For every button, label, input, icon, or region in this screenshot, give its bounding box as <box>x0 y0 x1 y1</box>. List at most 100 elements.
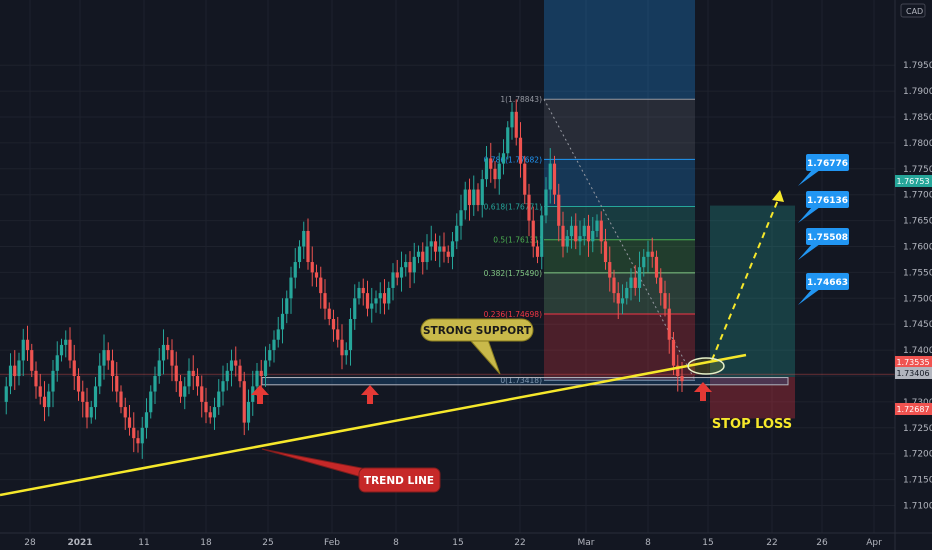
candle-body <box>297 246 302 263</box>
candle-body <box>319 277 323 294</box>
price-axis-badge-text: 1.72687 <box>896 405 929 414</box>
trend-callout-text: TREND LINE <box>364 475 434 487</box>
candle-body <box>81 391 85 402</box>
price-axis[interactable]: 1.71000 1.71500 1.72000 1.72500 1.73000 1.735… <box>894 0 932 550</box>
candle-body <box>659 277 663 294</box>
candle-body <box>629 277 633 288</box>
projection-arrow-head <box>772 190 784 202</box>
candle-body <box>110 360 115 376</box>
price-axis-badge <box>895 403 932 415</box>
target-callout-box <box>806 191 849 208</box>
target-callout-text: 1.76136 <box>807 196 848 206</box>
candle-body <box>476 189 480 206</box>
price-axis-badge <box>895 367 932 379</box>
candle-body <box>480 179 484 206</box>
candle-body <box>459 210 463 226</box>
candle-body <box>106 350 110 361</box>
support-bounce-arrow-icon <box>251 385 269 404</box>
candle-body <box>302 230 306 247</box>
fib-zone <box>544 239 695 273</box>
candle-body <box>548 163 552 190</box>
y-tick-label: 1.74500 <box>903 320 932 330</box>
fib-zone <box>544 206 695 240</box>
candle-body <box>280 313 285 330</box>
candle-body <box>625 287 629 299</box>
fib-zones: 1(1.78843) 0.786(1.77682) 0.618(1.76771) 0.… <box>0 0 895 419</box>
candle-body <box>361 287 365 294</box>
y-tick-label: 1.74000 <box>903 346 932 356</box>
x-tick-label: Apr <box>866 538 882 548</box>
candle-body <box>510 111 514 128</box>
x-tick-label: 25 <box>262 538 273 548</box>
time-axis[interactable]: 28 2021 11 18 25 Feb 8 15 22 Mar 8 15 22 26 Apr <box>0 532 932 548</box>
candle-body <box>55 355 59 371</box>
candle-body <box>552 163 557 195</box>
x-tick-label: 11 <box>138 538 149 548</box>
candle-body <box>357 287 361 299</box>
candle-body <box>382 293 387 304</box>
candle-body <box>374 298 378 304</box>
candle-body <box>493 168 497 180</box>
candle-body <box>238 365 242 382</box>
candle-body <box>13 365 17 376</box>
x-tick-label: 28 <box>24 538 36 548</box>
candle-body <box>518 137 523 164</box>
candle-body <box>4 386 8 402</box>
candle-body <box>149 391 153 413</box>
candle-body <box>569 225 574 237</box>
fib-level-label: 0(1.73418) <box>500 376 542 385</box>
candle-body <box>119 391 123 408</box>
candle-body <box>680 376 684 382</box>
candle-body <box>276 329 280 340</box>
candle-body <box>51 370 55 392</box>
fib-level-label: 0.382(1.75490) <box>484 269 542 278</box>
candle-body <box>344 350 348 356</box>
candle-body <box>47 391 51 408</box>
candle-body <box>527 194 531 221</box>
y-tick-label: 1.77000 <box>903 191 932 201</box>
candle-body <box>327 308 331 320</box>
candle-body <box>663 293 667 309</box>
fib-extension-zone <box>544 0 695 100</box>
candle-body <box>157 360 161 376</box>
y-tick-label: 1.73000 <box>903 398 932 408</box>
x-tick-label: 2021 <box>67 538 92 548</box>
x-tick-label: Mar <box>578 538 595 548</box>
candle-body <box>523 163 527 195</box>
y-tick-label: 1.75000 <box>903 294 932 304</box>
support-bounce-arrow-icon <box>361 385 379 404</box>
fib-level-label: 1(1.78843) <box>500 95 542 104</box>
candle-body <box>229 360 234 371</box>
candle-body <box>637 267 642 288</box>
support-bounce-arrow-icon <box>694 382 712 401</box>
candle-body <box>450 241 455 257</box>
stop-loss-label: STOP LOSS <box>712 417 792 432</box>
position-stop-zone <box>710 377 795 419</box>
target-callout-text: 1.76776 <box>807 159 848 169</box>
candle-body <box>535 246 540 257</box>
candle-body <box>654 256 659 278</box>
y-tick-label: 1.76000 <box>903 243 932 253</box>
candle-body <box>25 339 30 351</box>
candle-body <box>153 376 157 392</box>
candle-body <box>204 401 208 413</box>
x-tick-label: 15 <box>452 538 463 548</box>
candle-body <box>187 370 191 387</box>
candle-body <box>161 344 166 361</box>
candle-body <box>68 339 72 361</box>
candle-body <box>21 339 25 361</box>
candle-body <box>416 251 421 257</box>
y-tick-label: 1.76500 <box>903 217 932 227</box>
candle-body <box>531 220 535 247</box>
candle-body <box>348 319 353 351</box>
candle-body <box>225 370 229 382</box>
y-tick-label: 1.77500 <box>903 165 932 175</box>
price-axis-badge-text: 1.73535 <box>896 358 929 367</box>
candle-body <box>123 407 127 418</box>
candle-body <box>268 350 272 361</box>
candle-body <box>387 287 391 304</box>
candle-body <box>64 339 68 345</box>
target-callout-pointer <box>798 170 820 186</box>
candle-body <box>399 267 404 278</box>
